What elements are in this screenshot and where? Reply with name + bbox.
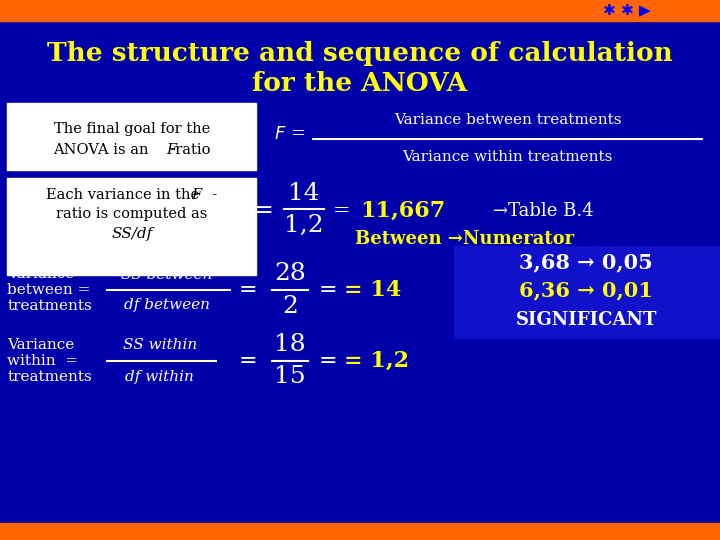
Text: =: =	[253, 199, 273, 222]
Text: =: =	[318, 350, 337, 372]
Text: df between: df between	[124, 298, 210, 312]
Text: Variance within treatments: Variance within treatments	[402, 150, 613, 164]
Text: 3,68 → 0,05: 3,68 → 0,05	[519, 252, 653, 272]
Text: =: =	[239, 350, 258, 372]
Text: 2: 2	[282, 295, 298, 318]
Text: 14: 14	[288, 182, 320, 205]
Text: within  =: within =	[7, 354, 78, 368]
Bar	[0, 523, 720, 540]
Text: The final goal for the: The final goal for the	[53, 122, 210, 136]
Text: SS/df: SS/df	[111, 227, 153, 241]
Text: SS within: SS within	[122, 338, 197, 352]
Text: =: =	[239, 279, 258, 301]
Text: ANOVA is an       -ratio: ANOVA is an -ratio	[53, 143, 210, 157]
Text: 11,667: 11,667	[360, 200, 445, 221]
Text: between =: between =	[7, 283, 91, 297]
Text: 28: 28	[274, 262, 306, 285]
Text: ratio is computed as: ratio is computed as	[56, 207, 207, 221]
FancyBboxPatch shape	[454, 246, 719, 338]
Text: ✱ ✱ ▶: ✱ ✱ ▶	[603, 3, 650, 18]
Text: F: F	[166, 143, 176, 157]
Text: $F$ =: $F$ =	[274, 125, 305, 143]
Text: Variance between treatments: Variance between treatments	[394, 113, 621, 127]
Text: Between →Numerator: Between →Numerator	[355, 230, 574, 248]
FancyBboxPatch shape	[7, 178, 256, 275]
Text: F: F	[191, 188, 201, 202]
Bar	[0, 0, 720, 21]
Text: for the ANOVA: for the ANOVA	[253, 71, 467, 96]
Text: Variance: Variance	[7, 338, 74, 352]
Text: 18: 18	[274, 333, 306, 356]
Text: →Table B.4: →Table B.4	[493, 201, 594, 220]
Text: The structure and sequence of calculation: The structure and sequence of calculatio…	[47, 42, 673, 66]
Text: df within: df within	[125, 370, 194, 384]
Text: Variance: Variance	[7, 267, 74, 281]
Text: 15: 15	[274, 366, 306, 388]
Text: SS between: SS between	[122, 268, 212, 282]
Text: = 14: = 14	[344, 279, 402, 301]
Text: 1,2: 1,2	[284, 214, 324, 237]
Text: 6,36 → 0,01: 6,36 → 0,01	[519, 280, 653, 301]
Text: =: =	[333, 201, 350, 220]
Text: SIGNIFICANT: SIGNIFICANT	[516, 310, 657, 329]
Text: treatments: treatments	[7, 370, 92, 384]
Text: = 1,2: = 1,2	[344, 350, 409, 372]
Text: =: =	[318, 279, 337, 301]
Text: Each variance in the    -: Each variance in the -	[46, 188, 217, 202]
Text: treatments: treatments	[7, 299, 92, 313]
FancyBboxPatch shape	[7, 103, 256, 170]
